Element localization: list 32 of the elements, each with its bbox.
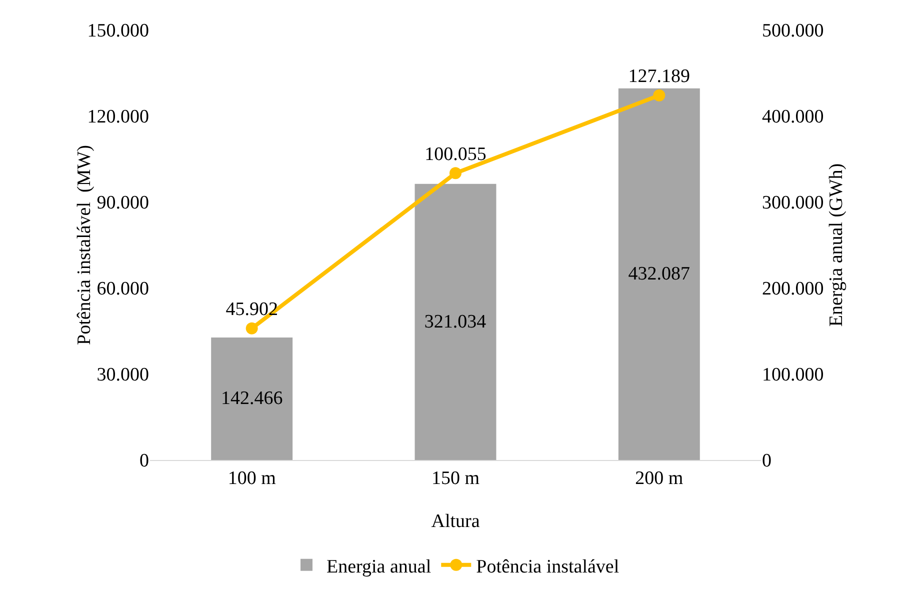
data-label: 142.466 — [220, 388, 283, 410]
y2-tick-label: 100.000 — [762, 364, 824, 386]
data-label: 127.189 — [628, 66, 690, 88]
point — [653, 89, 666, 102]
y2-tick-label: 0 — [762, 450, 772, 472]
bar — [414, 184, 496, 460]
y2-tick-label: 500.000 — [762, 20, 824, 42]
data-label: 100.055 — [424, 144, 486, 165]
point — [246, 322, 258, 334]
y-tick-label: 90.000 — [96, 192, 149, 214]
y-tick-label: 120.000 — [87, 106, 149, 128]
y-tick-label: 0 — [140, 450, 149, 472]
y2-tick-label: 200.000 — [762, 278, 824, 300]
data-label: 45.902 — [226, 299, 278, 320]
y-tick-label: 60.000 — [96, 278, 149, 300]
y2-tick-label: 300.000 — [762, 192, 824, 214]
x-tick-label: 200 m — [635, 468, 684, 489]
data-label: 321.034 — [424, 311, 487, 332]
x-tick-label: 100 m — [228, 468, 276, 489]
y2-axis-title: Energia anual (GWh) — [826, 163, 847, 327]
y-tick-label: 30.000 — [96, 364, 149, 386]
data-label: 432.087 — [628, 264, 690, 285]
y-axis-title: Potência instalável (MW) — [74, 145, 95, 345]
y2-tick-label: 400.000 — [762, 106, 824, 128]
legend-label: Potência instalável — [476, 556, 620, 578]
bar — [211, 337, 293, 460]
point — [450, 167, 462, 180]
legend-label: Energia anual — [326, 556, 432, 578]
y-tick-label: 150.000 — [87, 20, 149, 42]
x-tick-label: 150 m — [431, 468, 480, 489]
x-axis-title: Altura — [431, 511, 480, 532]
bar — [618, 88, 700, 460]
